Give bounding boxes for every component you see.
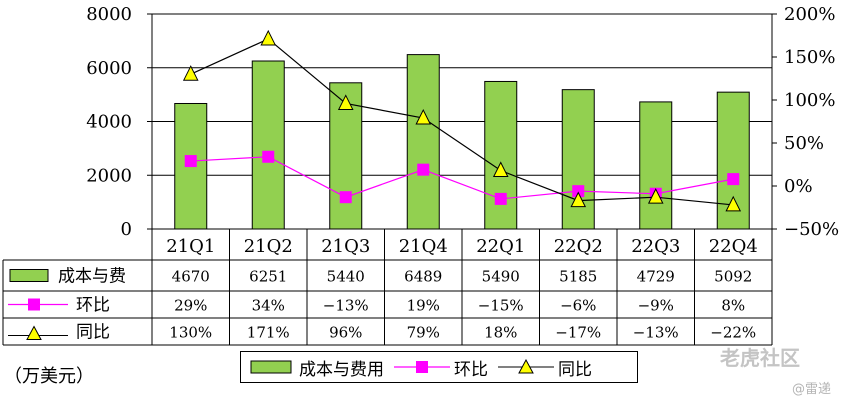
table-cell: 19% xyxy=(407,297,440,315)
point-mom xyxy=(417,163,430,176)
watermark: 老虎社区 xyxy=(720,346,800,370)
table-cell: 96% xyxy=(329,324,362,342)
point-mom xyxy=(727,173,740,186)
category-label: 21Q1 xyxy=(166,236,215,257)
y2-tick-label: 50% xyxy=(784,133,824,154)
point-yoy xyxy=(260,29,277,46)
y-tick-label: 4000 xyxy=(86,112,132,133)
table-cell: −9% xyxy=(638,297,674,315)
line-series xyxy=(182,29,742,212)
point-mom xyxy=(262,150,275,163)
table-cell: 4670 xyxy=(172,268,210,286)
table-cell: 6251 xyxy=(249,268,287,286)
point-yoy xyxy=(725,195,742,212)
legend-item-mom: 环比 xyxy=(394,355,488,380)
watermark-sub: @雷递 xyxy=(792,382,832,397)
point-mom xyxy=(339,191,352,204)
legend: 成本与费用 环比 同比 xyxy=(240,351,638,383)
row-key-yoy xyxy=(26,325,42,340)
y-tick-label: 8000 xyxy=(86,4,132,25)
point-yoy xyxy=(182,65,199,81)
y2-tick-label: 0% xyxy=(784,176,813,197)
bar xyxy=(406,54,440,230)
category-label: 22Q2 xyxy=(554,236,603,257)
point-mom xyxy=(184,155,197,168)
table-cell: 130% xyxy=(169,324,212,342)
line-yoy xyxy=(190,38,734,206)
table-row-label: 环比 xyxy=(76,296,110,316)
category-label: 21Q3 xyxy=(321,236,370,257)
legend-label-mom: 环比 xyxy=(454,359,488,380)
legend-bar-swatch xyxy=(250,360,292,374)
bar xyxy=(484,80,518,230)
table-row-label: 同比 xyxy=(76,323,110,343)
table-cell: −13% xyxy=(633,324,679,342)
gridlines xyxy=(152,67,772,176)
legend-label-cost: 成本与费用 xyxy=(299,359,384,380)
y2-tick-label: 100% xyxy=(784,90,835,111)
row-key-mom xyxy=(28,298,40,311)
table-cell: 5185 xyxy=(559,268,597,286)
bar-series xyxy=(174,54,750,230)
row-key-cost xyxy=(9,269,49,282)
point-yoy xyxy=(337,94,354,110)
table-cell: 171% xyxy=(247,324,290,342)
table-cell: −17% xyxy=(555,324,601,342)
y2-tick-label: 200% xyxy=(784,4,835,25)
table-cell: 79% xyxy=(407,324,440,342)
point-yoy xyxy=(415,108,432,125)
data-table: 21Q1 21Q2 21Q3 21Q4 22Q1 22Q2 22Q3 22Q4 成本与费环比同比… xyxy=(2,229,773,346)
y-tick-label: 0 xyxy=(121,219,132,240)
table-cell: 5490 xyxy=(482,268,520,286)
y-tick-label: 6000 xyxy=(86,58,132,79)
table-cell: 18% xyxy=(484,324,517,342)
table-cell: 5092 xyxy=(714,268,752,286)
point-yoy xyxy=(570,191,587,208)
table-row-label: 成本与费 xyxy=(58,267,126,287)
table-cell: 5440 xyxy=(327,268,365,286)
legend-item-cost: 成本与费用 xyxy=(247,355,384,380)
unit-label: （万美元） xyxy=(4,366,94,387)
legend-item-yoy: 同比 xyxy=(498,355,592,380)
category-label: 21Q4 xyxy=(399,236,448,257)
bar xyxy=(561,89,595,230)
table-cell: −13% xyxy=(323,297,369,315)
y2-tick-label: 150% xyxy=(784,47,835,68)
table-cell: 6489 xyxy=(404,268,442,286)
bar xyxy=(639,101,673,230)
legend-label-yoy: 同比 xyxy=(558,359,592,380)
category-label: 22Q1 xyxy=(476,236,525,257)
category-label: 22Q3 xyxy=(631,236,680,257)
point-yoy xyxy=(647,188,664,204)
table-cell: 29% xyxy=(174,297,207,315)
table-cell: 4729 xyxy=(637,268,675,286)
table-cell: −6% xyxy=(560,297,596,315)
point-mom xyxy=(572,185,585,198)
y-tick-label: 2000 xyxy=(86,165,132,186)
category-label: 21Q2 xyxy=(244,236,293,257)
category-label: 22Q4 xyxy=(709,236,758,257)
point-mom xyxy=(494,192,507,205)
y2-tick-label: −50% xyxy=(784,219,839,240)
legend-line-swatch-yoy xyxy=(498,359,554,374)
table-cell: 34% xyxy=(252,297,285,315)
bar xyxy=(251,60,285,230)
table-cell: −15% xyxy=(478,297,524,315)
line-mom xyxy=(190,156,734,200)
table-cell: 8% xyxy=(721,297,745,315)
legend-line-swatch-mom xyxy=(394,361,450,373)
table-cell: −22% xyxy=(710,324,756,342)
point-yoy xyxy=(492,161,509,178)
